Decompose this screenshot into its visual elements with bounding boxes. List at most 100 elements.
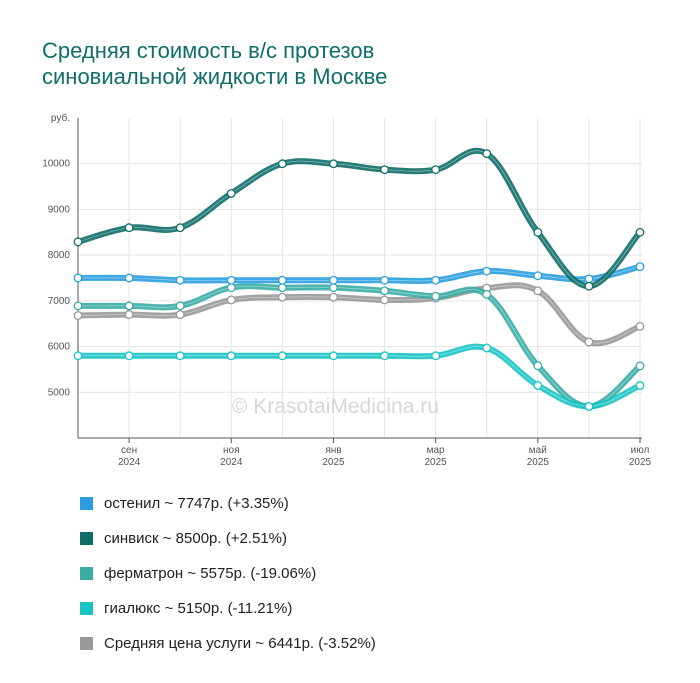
data-point — [635, 262, 645, 272]
data-point — [277, 275, 287, 285]
data-point — [584, 337, 594, 347]
data-point — [73, 237, 83, 247]
legend-label: остенил ~ 7747р. (+3.35%) — [104, 495, 289, 512]
data-point — [380, 275, 389, 285]
legend-item[interactable]: Средняя цена услуги ~ 6441р. (-3.52%) — [80, 626, 376, 661]
x-tick-label-month: янв — [325, 445, 341, 456]
legend-item[interactable]: гиалюкс ~ 5150р. (-11.21%) — [80, 591, 376, 626]
legend-item[interactable]: остенил ~ 7747р. (+3.35%) — [80, 486, 376, 521]
y-tick-label: 7000 — [48, 296, 71, 307]
data-point — [635, 321, 645, 331]
data-point — [124, 223, 134, 233]
legend-label: ферматрон ~ 5575р. (-19.06%) — [104, 565, 317, 582]
data-point — [533, 380, 543, 390]
data-point — [226, 295, 236, 305]
watermark: © KrasotaiMedicina.ru — [232, 395, 439, 418]
chart-title-line-1: Средняя стоимость в/с протезов — [42, 38, 375, 63]
legend-swatch — [80, 532, 93, 545]
data-point — [584, 402, 594, 411]
data-point — [73, 301, 83, 311]
x-tick-label-year: 2024 — [118, 457, 141, 468]
data-point — [380, 165, 389, 175]
y-tick-label: 6000 — [48, 342, 71, 353]
x-tick-label-month: май — [529, 445, 547, 456]
data-point — [175, 351, 185, 361]
x-tick-label-month: сен — [121, 445, 137, 456]
data-point — [329, 275, 338, 285]
data-point — [73, 311, 83, 320]
x-tick-label-year: 2025 — [322, 457, 345, 468]
data-point — [584, 281, 594, 291]
data-point — [329, 292, 338, 302]
data-point — [533, 271, 543, 281]
chart-legend: остенил ~ 7747р. (+3.35%) синвиск ~ 8500р… — [80, 486, 376, 661]
x-tick-label-month: мар — [427, 445, 445, 456]
data-point — [533, 286, 543, 296]
y-tick-label: 9000 — [48, 204, 71, 215]
data-point — [277, 351, 287, 361]
legend-swatch — [80, 497, 93, 510]
data-point — [175, 223, 185, 233]
data-point — [277, 292, 287, 302]
data-point — [635, 361, 645, 371]
legend-swatch — [80, 637, 93, 650]
x-tick-label-year: 2024 — [220, 457, 243, 468]
data-point — [73, 351, 83, 361]
data-point — [124, 351, 134, 361]
series-line-0 — [75, 263, 643, 285]
series-line-1 — [75, 147, 643, 290]
data-point — [73, 273, 83, 283]
chart-title: Средняя стоимость в/с протезов синовиаль… — [42, 38, 662, 90]
y-tick-label: 5000 — [48, 387, 71, 398]
x-tick-label-month: ноя — [223, 445, 240, 456]
data-point — [380, 286, 389, 296]
x-tick-label-year: 2025 — [425, 457, 448, 468]
data-point — [482, 290, 492, 299]
data-point — [635, 380, 645, 390]
data-point — [431, 275, 441, 285]
series-line-4 — [75, 282, 643, 347]
legend-item[interactable]: синвиск ~ 8500р. (+2.51%) — [80, 521, 376, 556]
data-point — [380, 351, 389, 361]
data-point — [431, 291, 441, 301]
data-point — [482, 149, 492, 159]
legend-item[interactable]: ферматрон ~ 5575р. (-19.06%) — [80, 556, 376, 591]
legend-label: Средняя цена услуги ~ 6441р. (-3.52%) — [104, 635, 376, 652]
data-point — [329, 283, 338, 293]
data-point — [175, 301, 185, 311]
data-point — [533, 227, 543, 237]
data-point — [329, 351, 338, 361]
data-point — [277, 159, 287, 169]
data-point — [226, 283, 236, 293]
legend-swatch — [80, 602, 93, 615]
data-point — [226, 351, 236, 361]
data-point — [124, 273, 134, 283]
y-tick-label: 10000 — [42, 159, 70, 170]
data-point — [175, 275, 185, 285]
data-point — [482, 343, 492, 353]
legend-swatch — [80, 567, 93, 580]
legend-label: гиалюкс ~ 5150р. (-11.21%) — [104, 600, 293, 617]
data-point — [533, 361, 543, 371]
x-tick-label-month: июл — [631, 445, 650, 456]
legend-label: синвиск ~ 8500р. (+2.51%) — [104, 530, 287, 547]
data-point — [124, 301, 134, 311]
data-point — [482, 266, 492, 276]
data-point — [329, 159, 338, 169]
data-point — [635, 227, 645, 237]
series-line-highlight-0 — [77, 266, 641, 282]
data-point — [226, 188, 236, 198]
data-point — [226, 275, 236, 285]
data-point — [175, 310, 185, 320]
x-tick-label-year: 2025 — [629, 457, 652, 468]
y-axis-unit-label: руб. — [51, 112, 70, 124]
chart-title-line-2: синовиальной жидкости в Москве — [42, 64, 388, 89]
data-point — [124, 310, 134, 320]
y-tick-label: 8000 — [48, 250, 71, 261]
data-point — [431, 165, 441, 175]
x-tick-label-year: 2025 — [527, 457, 550, 468]
data-point — [431, 351, 441, 361]
series-line-highlight-1 — [77, 150, 641, 287]
data-point — [380, 295, 389, 305]
